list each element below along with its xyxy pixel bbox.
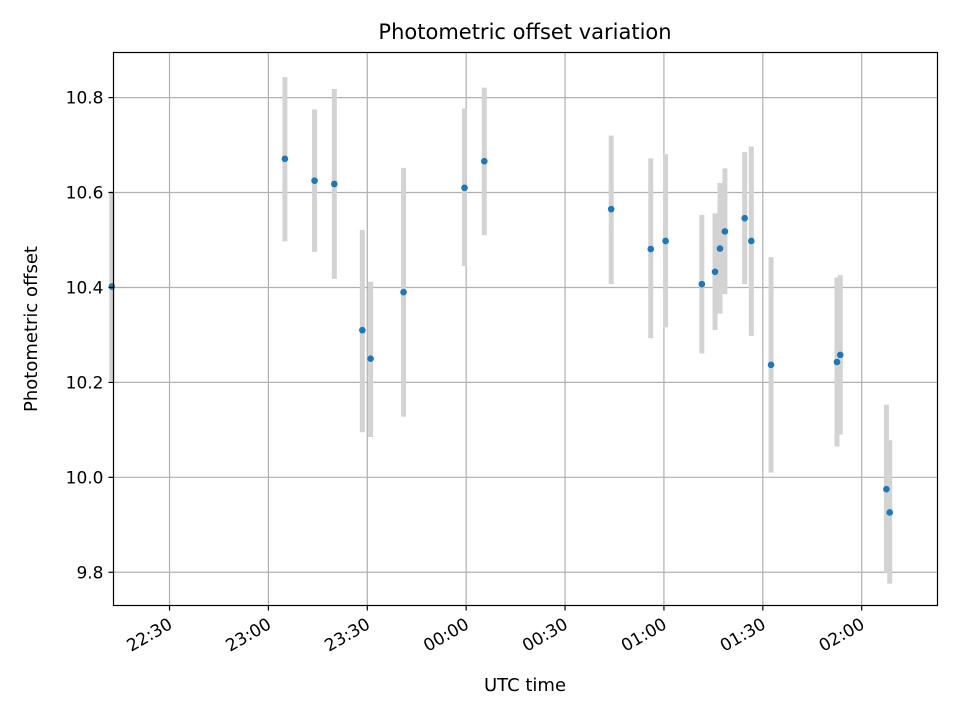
data-point [400,288,407,296]
data-point [367,355,374,362]
data-point [461,184,468,192]
grid-lines [113,52,938,606]
data-point [662,237,669,245]
data-point [331,180,338,188]
data-point [721,228,729,235]
data-point [108,283,116,290]
data-point [481,157,488,165]
data-point [886,509,894,516]
data-point [311,177,318,184]
data-point [716,245,724,252]
data-point [281,155,289,163]
data-point [741,214,748,222]
chart-title: Photometric offset variation [378,20,671,44]
data-point [698,280,706,288]
data-point [747,237,755,245]
data-point [836,351,844,359]
x-axis-label: UTC time [484,675,566,696]
y-tick-label: 10.8 [66,89,104,109]
data-point [359,326,366,334]
data-point [883,485,890,493]
y-tick-label: 10.2 [66,373,104,393]
y-tick-label: 10.6 [66,184,104,204]
y-axis-label: Photometric offset [21,246,42,412]
data-point [607,205,615,213]
data-point [647,245,655,253]
y-tick-label: 10.4 [66,278,104,298]
data-point [833,358,841,366]
data-point [767,361,775,369]
y-tick-label: 9.8 [76,563,103,583]
y-tick-label: 10.0 [66,468,104,488]
plot-frame [112,51,939,607]
data-point [711,268,719,276]
